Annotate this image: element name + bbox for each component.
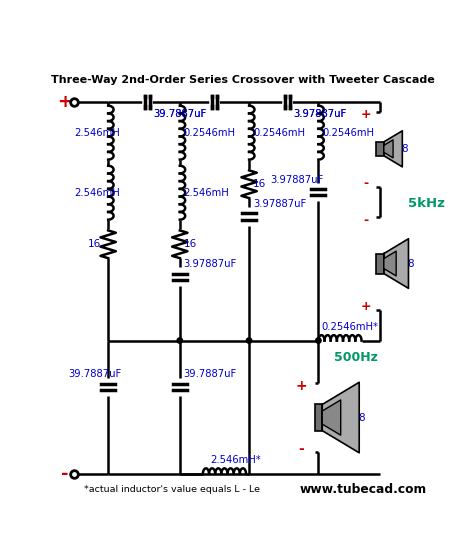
Text: 3.97887uF: 3.97887uF bbox=[294, 109, 347, 119]
Polygon shape bbox=[384, 239, 409, 288]
Text: www.tubecad.com: www.tubecad.com bbox=[299, 483, 426, 496]
Text: 2.546mH: 2.546mH bbox=[74, 128, 120, 138]
Text: 16: 16 bbox=[253, 179, 266, 189]
Text: 5kHz: 5kHz bbox=[408, 197, 445, 210]
Text: 16: 16 bbox=[88, 239, 101, 249]
Text: +: + bbox=[361, 300, 372, 313]
Text: 0.2546mH: 0.2546mH bbox=[253, 128, 305, 138]
Text: 8: 8 bbox=[358, 413, 365, 423]
Text: Three-Way 2nd-Order Series Crossover with Tweeter Cascade: Three-Way 2nd-Order Series Crossover wit… bbox=[51, 74, 435, 85]
Text: -: - bbox=[61, 465, 69, 483]
Bar bbox=[376, 142, 384, 156]
Text: 8: 8 bbox=[401, 144, 408, 154]
Circle shape bbox=[177, 338, 182, 343]
Polygon shape bbox=[384, 131, 402, 167]
Text: 2.546mH*: 2.546mH* bbox=[210, 455, 261, 465]
Text: 39.7887uF: 39.7887uF bbox=[154, 109, 207, 119]
Text: 3.97887uF: 3.97887uF bbox=[271, 175, 324, 185]
Text: 16: 16 bbox=[183, 239, 197, 249]
Text: 3.97887uF: 3.97887uF bbox=[253, 199, 306, 209]
Text: +: + bbox=[296, 379, 307, 393]
Polygon shape bbox=[322, 382, 359, 453]
Text: 2.546mH: 2.546mH bbox=[183, 188, 229, 198]
Text: 8: 8 bbox=[408, 259, 414, 269]
Text: -: - bbox=[299, 442, 304, 456]
Text: 39.7887uF: 39.7887uF bbox=[68, 370, 121, 380]
Text: 3.97887uF: 3.97887uF bbox=[294, 109, 347, 119]
Text: 0.2546mH*: 0.2546mH* bbox=[321, 321, 378, 332]
Bar bbox=[376, 254, 384, 273]
Bar bbox=[315, 404, 322, 431]
Polygon shape bbox=[322, 400, 341, 435]
Text: *actual inductor's value equals L - Le: *actual inductor's value equals L - Le bbox=[83, 484, 260, 494]
Text: 2.546mH: 2.546mH bbox=[74, 188, 120, 198]
Text: 3.97887uF: 3.97887uF bbox=[183, 259, 237, 269]
Text: 39.7887uF: 39.7887uF bbox=[183, 370, 237, 380]
Text: 0.2546mH: 0.2546mH bbox=[183, 128, 236, 138]
Text: +: + bbox=[361, 109, 372, 122]
Polygon shape bbox=[384, 251, 396, 276]
Text: -: - bbox=[364, 214, 369, 227]
Circle shape bbox=[316, 338, 321, 343]
Circle shape bbox=[246, 338, 252, 343]
Text: 0.2546mH: 0.2546mH bbox=[322, 128, 374, 138]
Text: 500Hz: 500Hz bbox=[334, 351, 378, 364]
Text: -: - bbox=[364, 177, 369, 190]
Text: 39.7887uF: 39.7887uF bbox=[154, 109, 207, 119]
Text: +: + bbox=[57, 93, 73, 111]
Polygon shape bbox=[384, 140, 393, 158]
